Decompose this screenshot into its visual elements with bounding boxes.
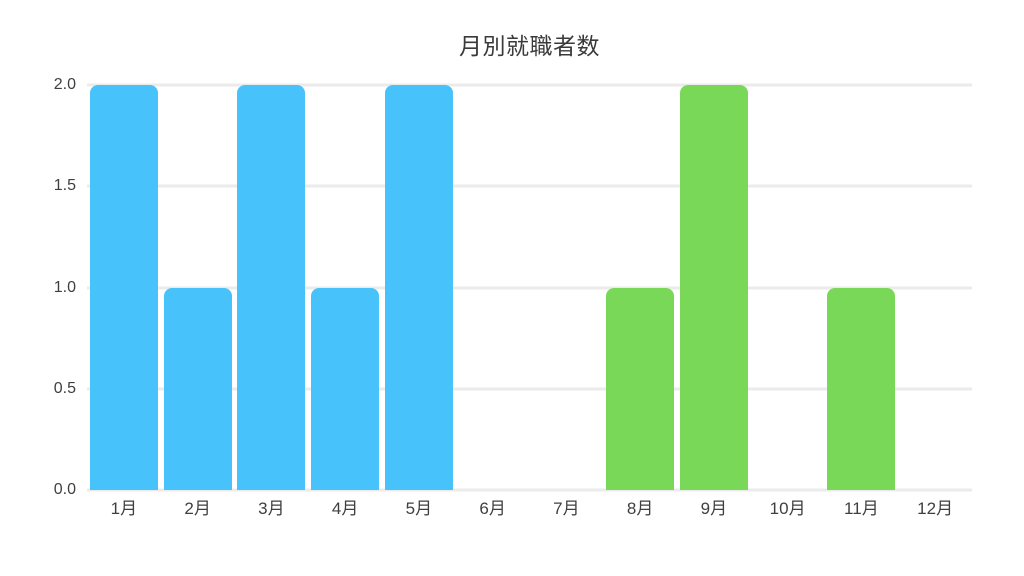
x-axis: 1月 2月 3月 4月 5月 6月 7月 8月 9月 10月 11月 12月 [87,490,972,519]
bar-cell-2月 [161,85,235,490]
bar-1月[interactable] [89,85,158,490]
gridline [87,286,972,289]
x-tick-label-1月: 1月 [110,499,138,518]
bar-cell-4月 [308,85,382,490]
y-tick-label: 0.5 [53,379,76,397]
x-tick-label-8月: 8月 [626,499,654,518]
bar-cell-7月 [530,85,604,490]
x-tick-label-9月: 9月 [700,499,728,518]
bar-cell-10月 [751,85,825,490]
x-tick-label-6月: 6月 [479,499,506,518]
bar-cell-12月 [898,85,972,490]
x-tick-label-2月: 2月 [184,499,211,518]
gridline [87,184,972,188]
bar-cell-8月 [603,85,677,490]
gridline [87,387,972,391]
y-tick-label: 1.0 [53,278,76,296]
bar-8月[interactable] [606,287,675,490]
x-tick-label-10月: 10月 [769,499,806,518]
bars-row [87,85,972,490]
chart-title: 月別就職者数 [459,33,600,59]
y-axis: 0.0 0.5 1.0 1.5 2.0 [0,77,80,498]
bar-cell-1月 [87,85,161,490]
bar-11月[interactable] [827,287,896,490]
bar-5月[interactable] [384,85,453,490]
x-tick-label-12月: 12月 [917,499,954,518]
x-tick-label-3月: 3月 [258,499,285,518]
y-tick-label: 1.5 [53,177,76,195]
bar-2月[interactable] [163,287,232,490]
bar-cell-11月 [825,85,899,490]
x-tick-label-11月: 11月 [844,499,879,518]
bar-3月[interactable] [237,85,306,490]
x-tick-label-7月: 7月 [553,499,580,518]
gridline [87,488,972,492]
y-tick-label: 2.0 [53,76,76,93]
bar-cell-9月 [677,85,751,490]
bar-cell-5月 [382,85,456,490]
x-tick-label-5月: 5月 [405,499,433,518]
x-tick-label-4月: 4月 [331,499,359,518]
y-tick-label: 0.0 [53,481,76,498]
gridline [87,83,972,87]
plot-area [87,83,972,492]
bar-9月[interactable] [679,85,748,490]
bar-4月[interactable] [311,287,380,490]
bar-cell-6月 [456,85,530,490]
bar-cell-3月 [235,85,309,490]
gridlines [87,83,972,492]
